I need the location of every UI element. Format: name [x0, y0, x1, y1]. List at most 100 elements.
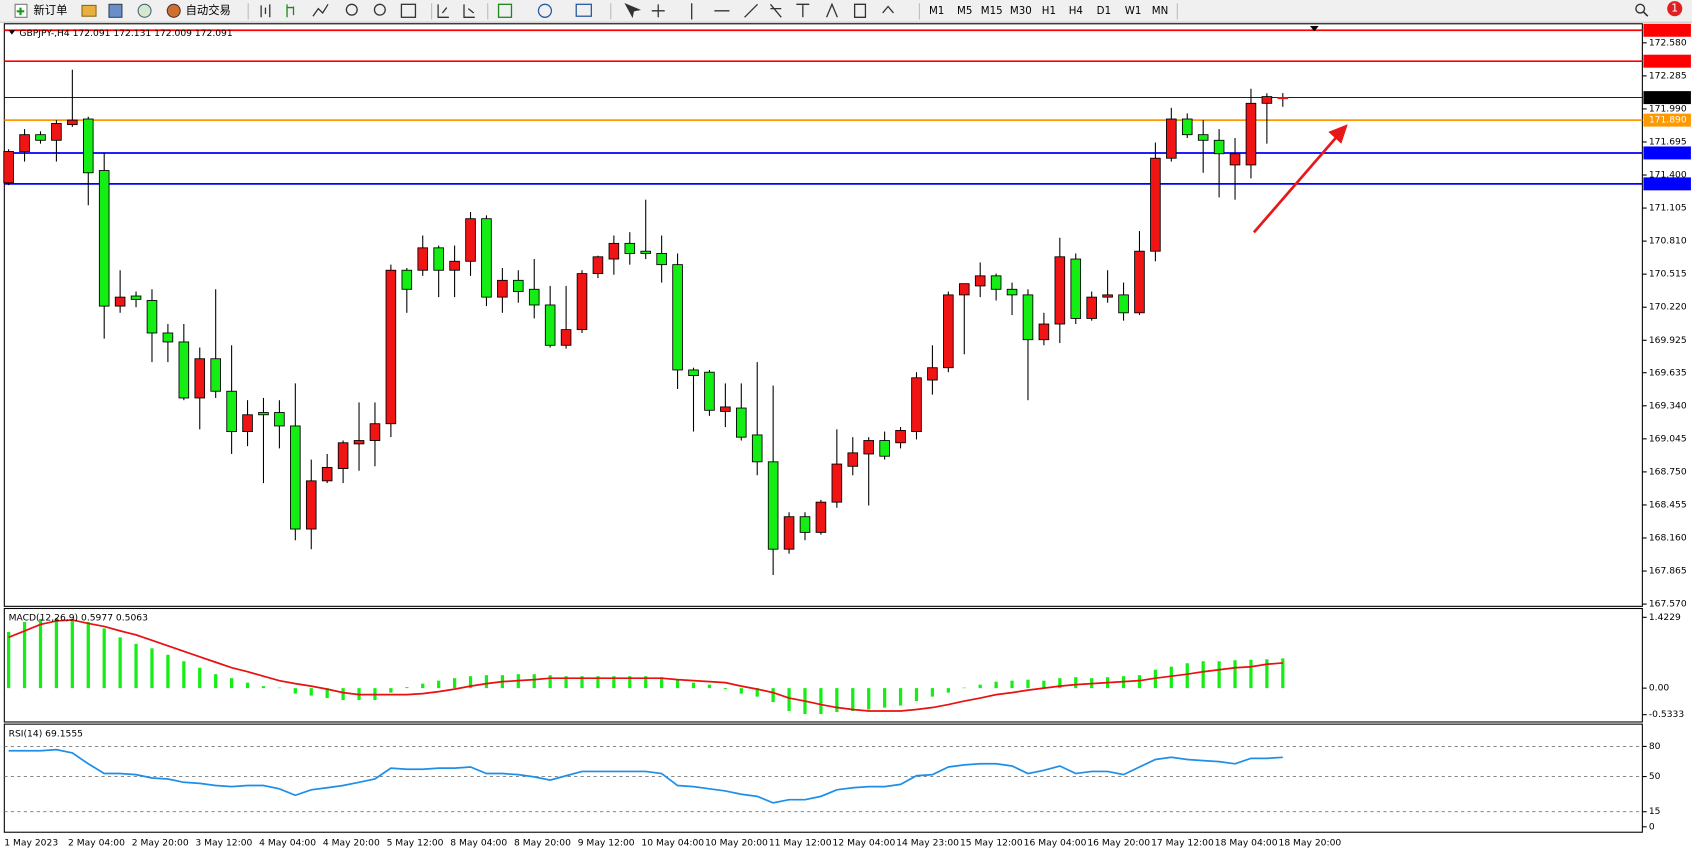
candle-body: [576, 273, 588, 331]
timeframe-button[interactable]: M30: [1010, 5, 1032, 17]
icon: [691, 2, 867, 20]
level-tag: [1643, 113, 1691, 127]
timeframe-button[interactable]: M15: [981, 5, 1003, 17]
candle-body: [497, 279, 508, 298]
y-tick-label: 172.580: [1649, 37, 1687, 48]
histogram-bar: [1169, 666, 1173, 689]
y-tick-label: 169.045: [1649, 433, 1687, 444]
x-tick-label: 1 May 2023: [4, 838, 58, 849]
histogram-bar: [612, 676, 616, 689]
chart-tools[interactable]: [260, 2, 894, 20]
candle-body: [290, 425, 301, 530]
icon[interactable]: [81, 4, 97, 17]
histogram-bar: [532, 674, 536, 689]
icon: [624, 3, 642, 19]
histogram-bar: [835, 688, 839, 713]
candle-body: [927, 367, 938, 381]
candle-body: [274, 412, 285, 427]
plot-layer: 172.580 172.285 171.990 171.695 171.400 171.1…: [3, 23, 1691, 849]
candle-body: [1134, 250, 1145, 314]
histogram-bar: [675, 679, 680, 689]
icon: [537, 3, 553, 18]
histogram-bar: [914, 688, 919, 702]
candle-body: [146, 300, 158, 334]
histogram-bar: [214, 674, 218, 689]
histogram-bar: [1281, 658, 1285, 689]
candle-body: [449, 260, 460, 271]
timeframe-button[interactable]: M5: [957, 5, 972, 17]
histogram-bar: [277, 687, 282, 689]
histogram-bar: [1233, 660, 1237, 689]
timeframe-button[interactable]: D1: [1097, 5, 1111, 17]
histogram-bar: [1074, 677, 1078, 689]
candle-body: [1038, 323, 1050, 341]
timeframe-button[interactable]: W1: [1125, 5, 1142, 17]
candle-body: [1245, 102, 1257, 166]
candle-body: [337, 442, 349, 469]
candle-body: [226, 390, 237, 432]
signal-line: [8, 619, 1283, 712]
y-tick-label: 172.285: [1649, 70, 1687, 81]
histogram-bar: [691, 682, 696, 689]
timeframe-button[interactable]: M1: [929, 5, 944, 17]
y-tick-label: 15: [1649, 806, 1661, 817]
candle-body: [544, 304, 556, 346]
histogram-bar: [723, 688, 727, 690]
histogram-bar: [1201, 661, 1205, 689]
icon: [312, 3, 329, 17]
candle-body: [1006, 288, 1018, 296]
x-tick-label: 12 May 04:00: [833, 838, 896, 849]
candle-body: [258, 412, 269, 416]
candle-body: [767, 461, 779, 550]
search-icon[interactable]: [1635, 3, 1646, 14]
icon[interactable]: [108, 3, 123, 18]
histogram-bar: [166, 654, 170, 689]
x-tick-label: 2 May 20:00: [132, 838, 189, 849]
rsi-panel: [3, 723, 1643, 833]
timeframe-button[interactable]: MN: [1152, 5, 1169, 17]
histogram-bar: [962, 687, 966, 689]
toolbar-bg: [0, 0, 1692, 23]
histogram-bar: [660, 677, 664, 689]
histogram-bar: [596, 676, 600, 689]
level-tag: [1643, 91, 1691, 105]
candle-body: [513, 279, 524, 292]
histogram-bar: [819, 688, 823, 715]
candle-body: [592, 256, 604, 275]
histogram-bar: [771, 688, 775, 703]
candle-body: [974, 275, 986, 287]
timeframe-button[interactable]: H4: [1069, 5, 1083, 17]
candle-body: [560, 329, 572, 346]
candle-body: [114, 296, 126, 307]
y-tick-label: 169.925: [1649, 335, 1687, 346]
histogram-bar: [198, 667, 202, 689]
timeframe-button[interactable]: H1: [1042, 5, 1056, 17]
separator: [247, 3, 1178, 20]
new-order-button[interactable]: 新订单: [14, 3, 67, 18]
y-tick-label: 171.990: [1649, 103, 1687, 114]
candle-body: [67, 119, 78, 126]
histogram-bar: [978, 684, 982, 689]
histogram-bar: [421, 683, 425, 689]
level-tag: [1643, 177, 1691, 191]
candle-body: [1102, 294, 1113, 298]
x-tick-label: 15 May 12:00: [960, 838, 1023, 849]
histogram-bar: [1010, 680, 1014, 689]
histogram-bar: [102, 628, 106, 689]
x-tick-label: 2 May 04:00: [68, 838, 125, 849]
x-tick-label: 16 May 04:00: [1024, 838, 1087, 849]
candle-body: [178, 341, 190, 399]
annotation-arrow: [1252, 133, 1341, 234]
histogram-bar: [118, 637, 122, 689]
histogram-bar: [930, 688, 935, 697]
notification-badge[interactable]: [1667, 1, 1683, 17]
indicator-line: [8, 748, 1283, 804]
auto-trading-button[interactable]: 自动交易: [166, 3, 231, 18]
histogram-bar: [38, 618, 43, 689]
x-tick-label: 18 May 04:00: [1215, 838, 1278, 849]
histogram-bar: [389, 688, 393, 693]
y-tick-label: 0: [1649, 821, 1655, 832]
y-tick-label: 169.340: [1649, 400, 1687, 411]
candle-body: [1229, 153, 1241, 166]
icon[interactable]: [137, 3, 152, 18]
